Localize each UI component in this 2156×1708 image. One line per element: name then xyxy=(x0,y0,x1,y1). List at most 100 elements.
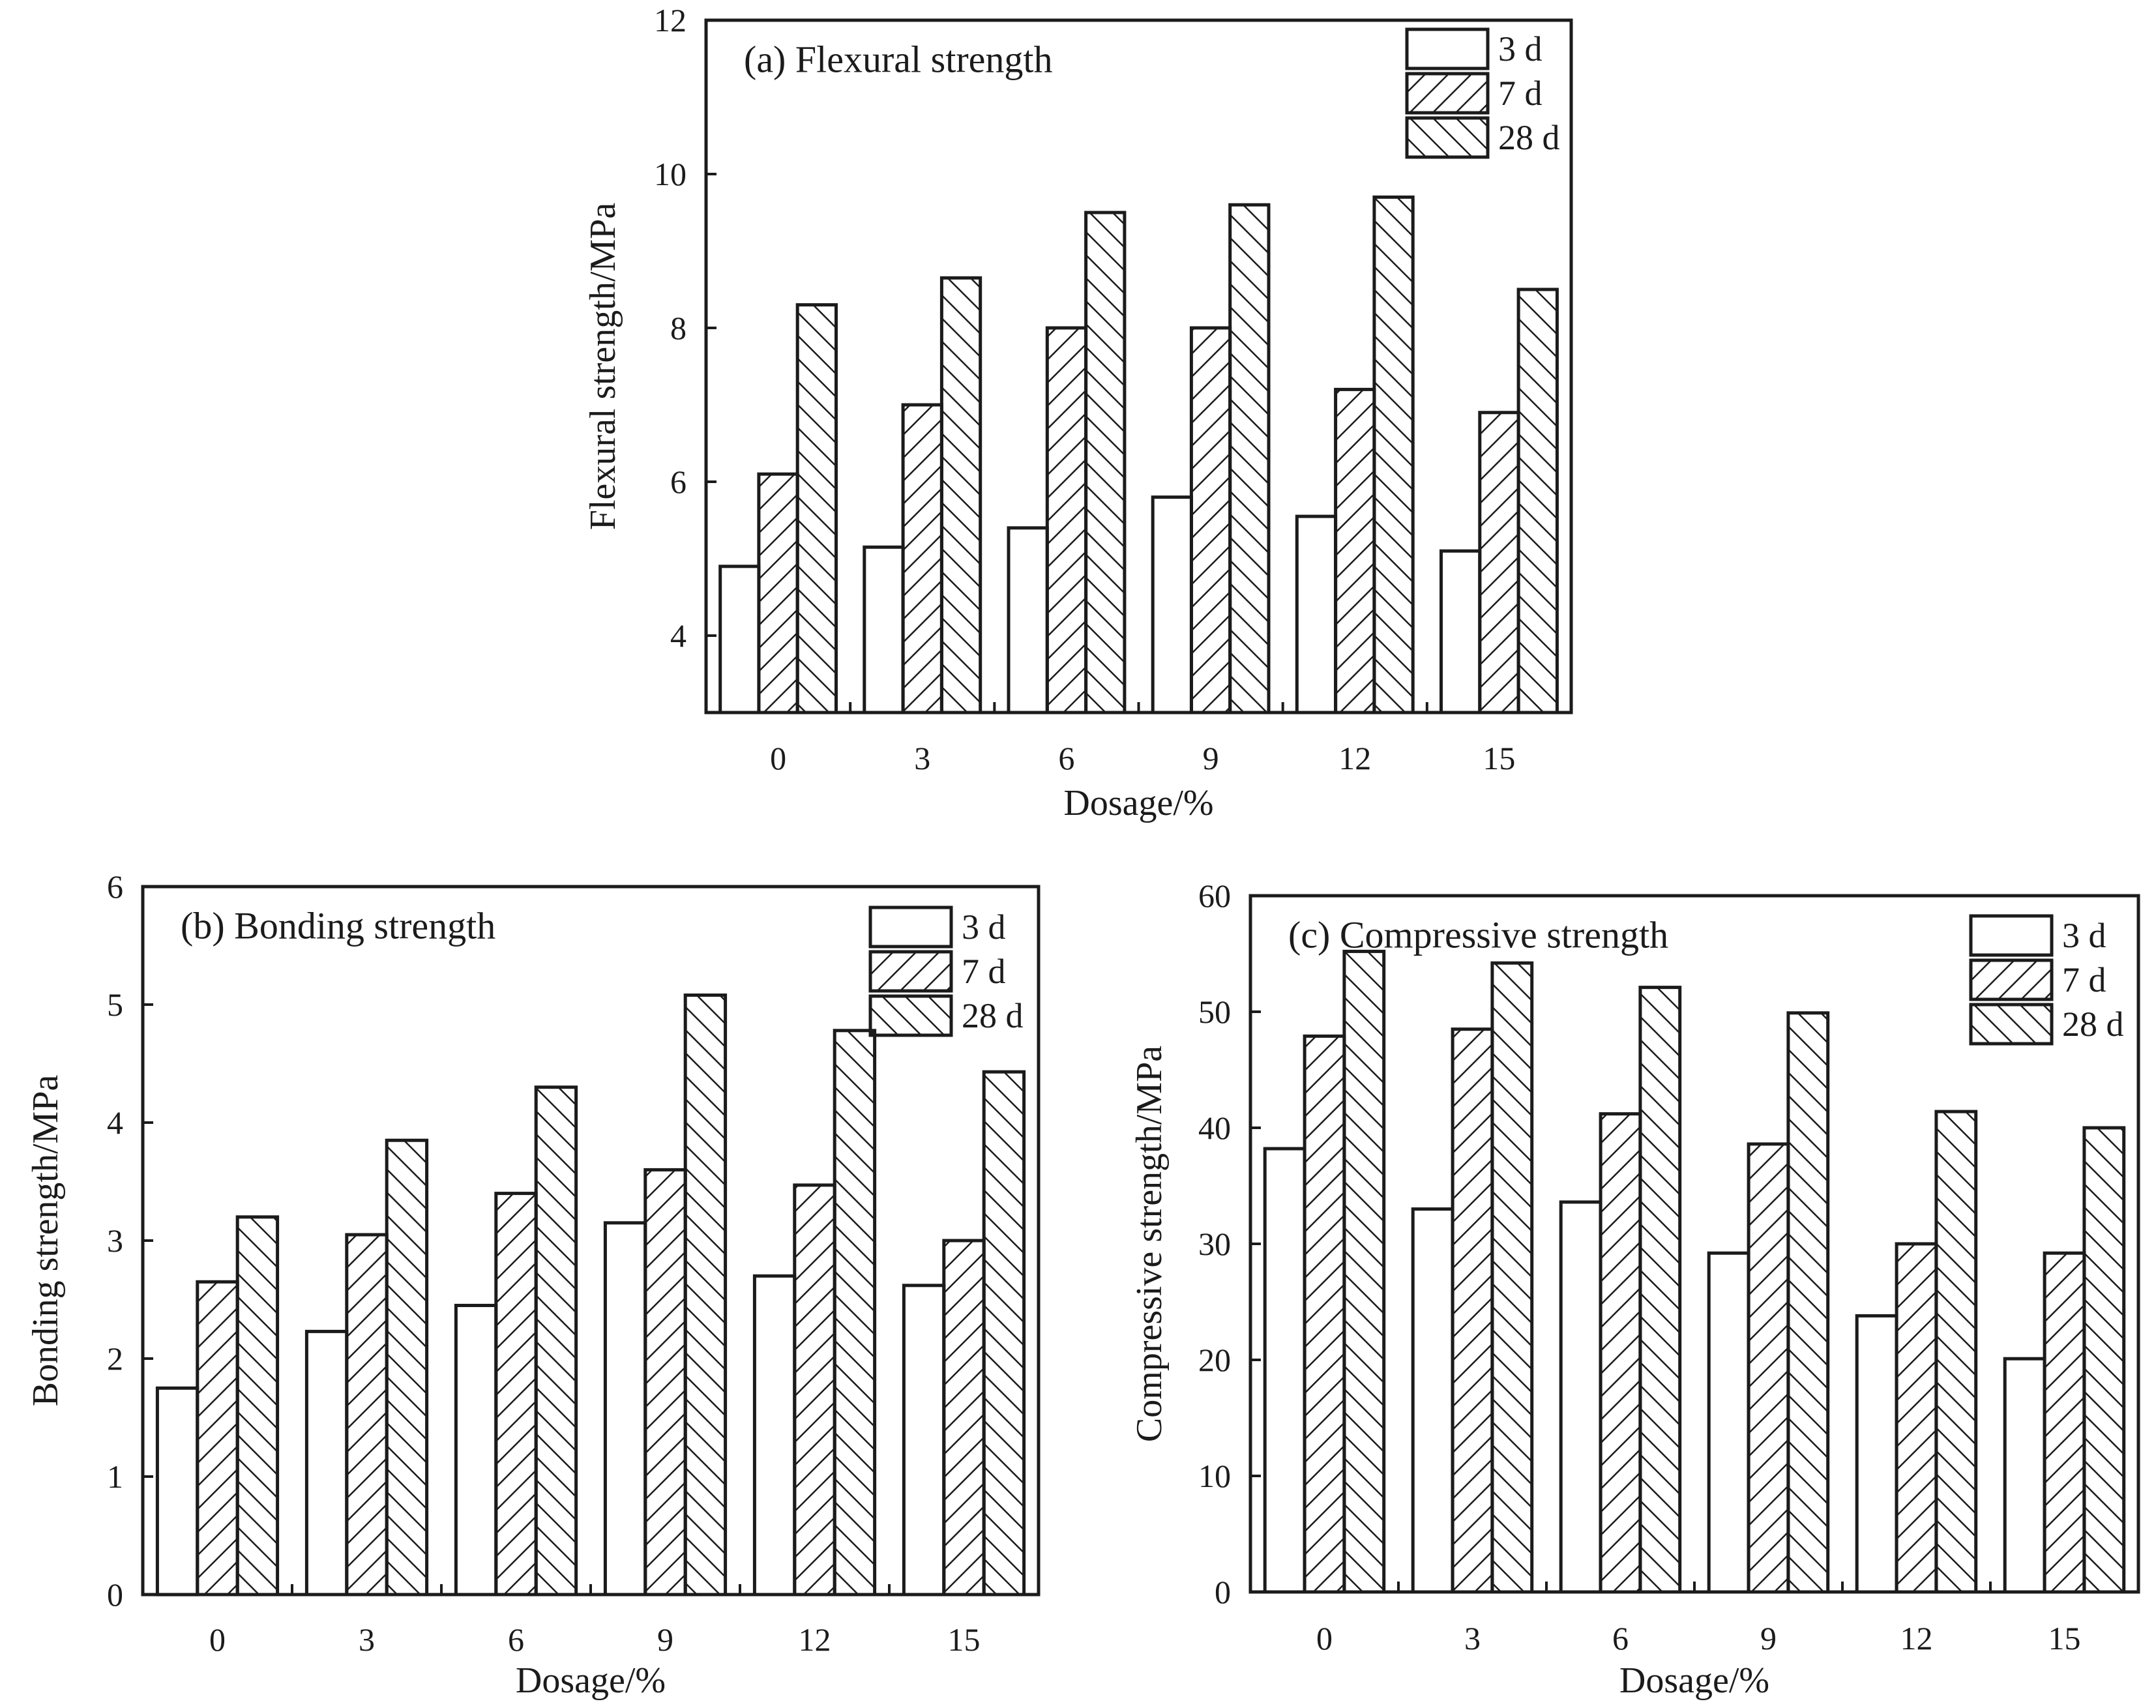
chart-a-x-tick-label-3: 3 xyxy=(914,740,930,776)
chart-b-legend: 3 d 7 d 28 d xyxy=(868,906,1024,1037)
chart-b-bar-3d-dosage-15 xyxy=(902,1284,946,1597)
chart-b-x-tick-label-9: 9 xyxy=(657,1621,673,1658)
chart-c-bar-3d-dosage-3 xyxy=(1411,1207,1455,1594)
chart-c-bar-28d-dosage-6 xyxy=(1638,986,1682,1594)
chart-a-bar-28d-dosage-9 xyxy=(1228,203,1271,714)
chart-b-bar-28d-dosage-0 xyxy=(235,1215,280,1597)
chart-c-bar-3d-dosage-9 xyxy=(1707,1251,1750,1594)
chart-c-x-tick-label-0: 0 xyxy=(1316,1620,1333,1656)
chart-a-y-tick-label-8: 8 xyxy=(670,310,687,346)
chart-b-bar-3d-dosage-3 xyxy=(304,1329,349,1597)
legend-swatch-3d xyxy=(1969,914,2054,957)
chart-c-bar-28d-dosage-12 xyxy=(1934,1110,1978,1594)
legend-swatch-28d xyxy=(1969,1003,2054,1046)
chart-b-x-tick-label-0: 0 xyxy=(209,1621,226,1658)
chart-c-x-tick-label-9: 9 xyxy=(1760,1620,1777,1656)
chart-c-y-tick-label-60: 60 xyxy=(1198,877,1231,914)
chart-b-bar-7d-dosage-9 xyxy=(643,1168,687,1597)
chart-c-y-tick-label-10: 10 xyxy=(1198,1458,1231,1494)
chart-c-bar-3d-dosage-12 xyxy=(1855,1314,1898,1594)
chart-c-y-axis-title: Compressive strength/MPa xyxy=(1129,1046,1170,1442)
chart-c-bar-3d-dosage-6 xyxy=(1559,1200,1602,1594)
chart-b-bar-28d-dosage-3 xyxy=(385,1138,429,1597)
chart-b-x-tick-label-3: 3 xyxy=(359,1621,375,1658)
chart-b-x-tick-label-12: 12 xyxy=(799,1621,831,1658)
chart-b-bar-3d-dosage-9 xyxy=(603,1221,647,1597)
chart-a-bar-3d-dosage-12 xyxy=(1295,514,1338,714)
chart-a-bar-28d-dosage-6 xyxy=(1084,211,1127,714)
chart-a-y-tick-label-6: 6 xyxy=(670,464,687,500)
chart-b-bar-28d-dosage-6 xyxy=(534,1085,578,1597)
legend-label-28d: 28 d xyxy=(2062,1005,2124,1044)
chart-b-bar-3d-dosage-12 xyxy=(752,1274,797,1597)
chart-c-legend: 3 d 7 d 28 d xyxy=(1969,914,2124,1046)
chart-c-x-tick-label-15: 15 xyxy=(2048,1620,2081,1656)
chart-b-bar-28d-dosage-12 xyxy=(833,1029,877,1597)
chart-b-title: (b) Bonding strength xyxy=(181,905,495,947)
chart-c-bar-28d-dosage-0 xyxy=(1342,949,1386,1594)
chart-c-bar-7d-dosage-15 xyxy=(2043,1251,2086,1594)
chart-a-bar-7d-dosage-15 xyxy=(1478,411,1520,714)
chart-b-bar-7d-dosage-6 xyxy=(494,1192,538,1597)
chart-c-y-tick-label-30: 30 xyxy=(1198,1226,1231,1262)
legend-label-7d: 7 d xyxy=(1498,74,1543,113)
chart-a-bar-28d-dosage-15 xyxy=(1516,287,1559,714)
chart-a-bar-7d-dosage-6 xyxy=(1045,326,1088,714)
chart-a-bar-3d-dosage-0 xyxy=(718,565,761,714)
chart-b-bar-28d-dosage-9 xyxy=(683,994,728,1597)
legend-label-3d: 3 d xyxy=(1498,29,1543,68)
chart-b-y-tick-label-0: 0 xyxy=(107,1576,123,1613)
legend-label-3d: 3 d xyxy=(2062,916,2106,955)
chart-c-y-tick-label-0: 0 xyxy=(1215,1574,1231,1610)
chart-b-y-tick-label-3: 3 xyxy=(107,1222,123,1259)
chart-b-y-tick-label-2: 2 xyxy=(107,1340,123,1377)
legend-label-7d: 7 d xyxy=(2062,960,2106,999)
chart-c-x-tick-label-3: 3 xyxy=(1464,1620,1481,1656)
chart-a-y-tick-label-12: 12 xyxy=(654,2,687,38)
chart-b-bar-3d-dosage-6 xyxy=(454,1304,498,1597)
chart-b-bar-7d-dosage-12 xyxy=(793,1183,836,1597)
legend-swatch-7d xyxy=(1969,958,2054,1001)
chart-a-bar-7d-dosage-9 xyxy=(1189,326,1232,714)
chart-a-x-tick-label-0: 0 xyxy=(770,740,786,776)
chart-a-bar-3d-dosage-6 xyxy=(1007,526,1049,714)
chart-c-y-tick-label-50: 50 xyxy=(1198,994,1231,1030)
chart-a-x-tick-label-6: 6 xyxy=(1058,740,1074,776)
legend-swatch-3d xyxy=(868,906,953,949)
chart-c-bar-7d-dosage-9 xyxy=(1747,1142,1790,1594)
chart-c: 0 10 20 30 40 50 60 0 3 6 9 12 15 (c) Compressive str… xyxy=(1129,877,2140,1701)
chart-c-bar-7d-dosage-3 xyxy=(1451,1027,1494,1594)
chart-b-x-axis-title: Dosage/% xyxy=(516,1660,666,1701)
chart-a-bar-3d-dosage-15 xyxy=(1440,549,1482,714)
chart-a-y-tick-label-10: 10 xyxy=(654,156,687,192)
chart-a-x-axis-title: Dosage/% xyxy=(1063,783,1213,823)
chart-b-bar-28d-dosage-15 xyxy=(982,1070,1026,1597)
chart-b-bar-3d-dosage-0 xyxy=(155,1386,199,1597)
legend-label-7d: 7 d xyxy=(962,952,1006,991)
chart-b-bar-7d-dosage-3 xyxy=(345,1233,389,1597)
legend-label-3d: 3 d xyxy=(962,907,1006,947)
chart-c-x-axis-title: Dosage/% xyxy=(1619,1660,1769,1701)
chart-a-bar-7d-dosage-3 xyxy=(901,403,943,714)
chart-c-y-tick-label-40: 40 xyxy=(1198,1110,1231,1146)
chart-a-x-tick-label-9: 9 xyxy=(1203,740,1219,776)
chart-c-bar-28d-dosage-3 xyxy=(1490,961,1534,1594)
chart-c-x-tick-label-6: 6 xyxy=(1612,1620,1629,1656)
chart-c-x-tick-label-12: 12 xyxy=(1900,1620,1933,1656)
legend-label-28d: 28 d xyxy=(1498,118,1560,157)
chart-a-bar-28d-dosage-12 xyxy=(1372,195,1415,714)
legend-label-28d: 28 d xyxy=(962,996,1024,1035)
chart-a-y-tick-label-4: 4 xyxy=(670,617,687,654)
legend-swatch-3d xyxy=(1405,27,1490,70)
chart-a-bar-28d-dosage-0 xyxy=(795,303,838,714)
chart-a: 4 6 8 10 12 0 3 6 9 12 15 (a) Flexural strength Dosa… xyxy=(583,2,1573,823)
chart-c-bar-28d-dosage-15 xyxy=(2082,1126,2126,1594)
chart-b-y-tick-label-6: 6 xyxy=(107,868,123,905)
chart-c-bar-7d-dosage-0 xyxy=(1303,1034,1346,1594)
chart-c-bar-7d-dosage-12 xyxy=(1895,1242,1938,1594)
chart-b-bar-7d-dosage-0 xyxy=(196,1280,239,1597)
chart-b-x-tick-label-15: 15 xyxy=(948,1621,981,1658)
chart-a-title: (a) Flexural strength xyxy=(744,38,1053,81)
